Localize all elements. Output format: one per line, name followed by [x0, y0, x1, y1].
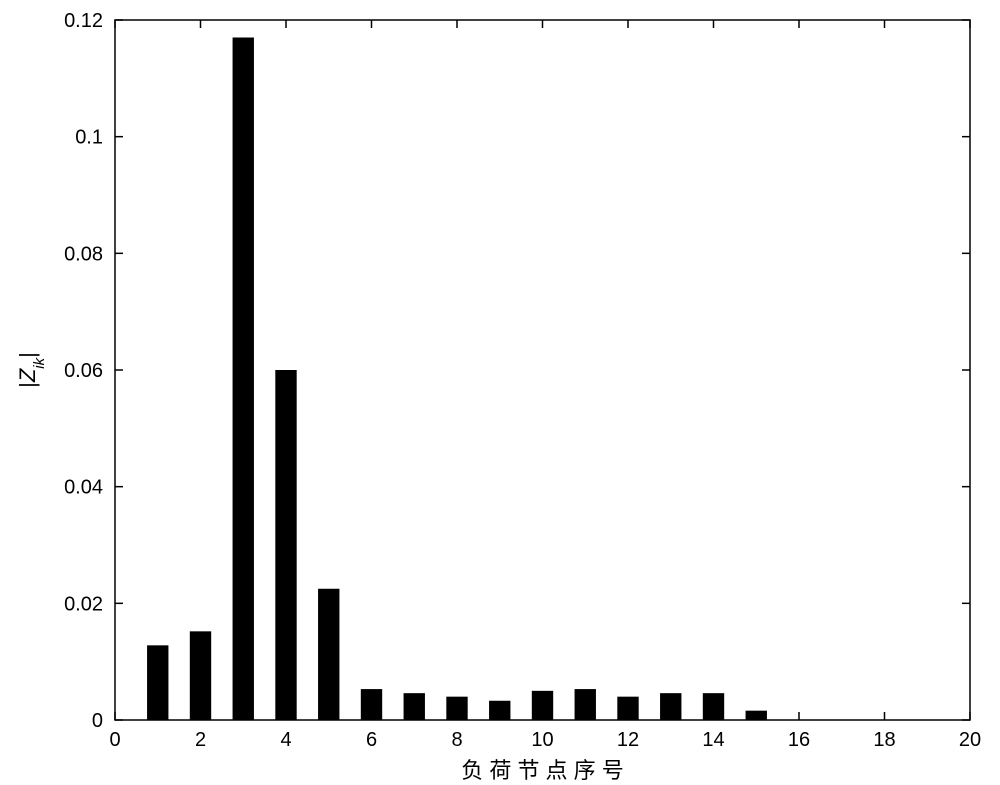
x-tick-label: 10 — [531, 729, 553, 751]
bar — [275, 370, 296, 720]
bar — [147, 645, 168, 720]
y-tick-label: 0.12 — [64, 10, 103, 32]
y-tick-label: 0.04 — [64, 477, 103, 499]
x-tick-label: 2 — [195, 729, 206, 751]
bar — [703, 693, 724, 720]
x-tick-label: 12 — [617, 729, 639, 751]
x-tick-label: 20 — [959, 729, 981, 751]
bar — [617, 697, 638, 720]
y-tick-label: 0.02 — [64, 593, 103, 615]
bar — [190, 631, 211, 720]
x-tick-label: 16 — [788, 729, 810, 751]
bar — [361, 689, 382, 720]
x-axis-label: 负 荷 节 点 序 号 — [461, 758, 624, 783]
bar — [233, 38, 254, 721]
bar — [746, 711, 767, 720]
x-tick-label: 4 — [280, 729, 291, 751]
bar — [446, 697, 467, 720]
x-tick-label: 14 — [702, 729, 724, 751]
y-tick-label: 0.1 — [75, 127, 103, 149]
bar — [660, 693, 681, 720]
chart-svg: 0 2 4 6 8 10 12 14 16 18 20 0 0.02 0.04 0.06 0.08 0.1 0.1… — [0, 0, 1000, 785]
bar — [318, 589, 339, 720]
x-tick-label: 18 — [873, 729, 895, 751]
bar — [489, 701, 510, 720]
x-tick-label: 8 — [451, 729, 462, 751]
y-tick-label: 0.06 — [64, 360, 103, 382]
x-tick-label: 6 — [366, 729, 377, 751]
bar — [404, 693, 425, 720]
y-tick-label: 0.08 — [64, 243, 103, 265]
bar — [532, 691, 553, 720]
bar-chart: 0 2 4 6 8 10 12 14 16 18 20 0 0.02 0.04 0.06 0.08 0.1 0.1… — [0, 0, 1000, 785]
y-tick-label: 0 — [92, 710, 103, 732]
bar — [575, 689, 596, 720]
x-tick-label: 0 — [109, 729, 120, 751]
